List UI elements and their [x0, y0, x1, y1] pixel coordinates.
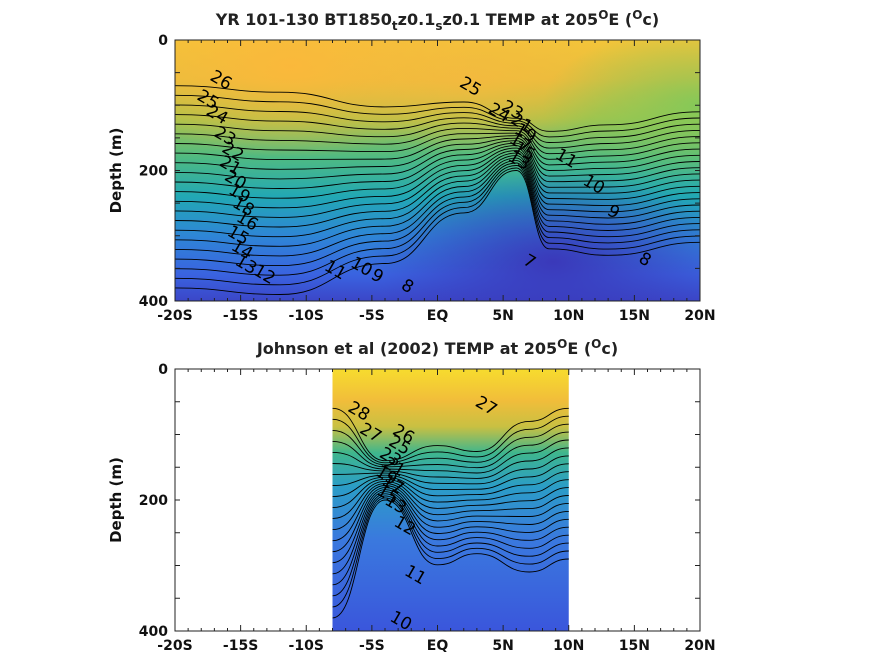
contour-lines [174, 85, 701, 295]
title-part: c) [601, 339, 618, 358]
x-tick-label: 15N [619, 638, 650, 654]
contour-line [332, 495, 569, 597]
contour-line [174, 147, 701, 209]
y-tick-label: 400 [139, 294, 168, 310]
y-axis-label: Depth (m) [107, 128, 125, 214]
x-tick-label: -10S [289, 308, 324, 324]
x-tick-label: 5N [492, 308, 513, 324]
contour-line [332, 485, 569, 542]
title-superscript: O [598, 8, 608, 22]
contour-line [174, 85, 701, 132]
title-superscript: O [557, 337, 567, 351]
contour-line [332, 480, 569, 520]
contour-line [174, 122, 701, 155]
contour-line [332, 471, 569, 498]
y-axis: 0 200 400 Depth (m) [107, 33, 700, 310]
contour-line [174, 142, 701, 189]
contour-line [332, 499, 569, 619]
chart-title: YR 101-130 BT1850tz0.1sz0.1 TEMP at 205O… [215, 8, 659, 33]
x-tick-label: -15S [223, 638, 258, 654]
contour-line [174, 127, 701, 160]
y-tick-label: 0 [158, 362, 168, 378]
x-tick-label: -5S [359, 308, 385, 324]
x-tick-label: -15S [223, 308, 258, 324]
contour-line [174, 114, 701, 149]
title-superscript: O [632, 8, 642, 22]
y-tick-label: 0 [158, 33, 168, 49]
x-tick-label: -20S [157, 638, 192, 654]
contour-line [332, 455, 569, 485]
contour-line [174, 132, 701, 166]
contour-line [174, 155, 701, 238]
title-superscript: O [591, 337, 601, 351]
contour-line [174, 137, 701, 177]
contour-line [174, 94, 701, 138]
contour-line [332, 415, 569, 464]
contour-line [332, 489, 569, 564]
field-north-edge [175, 40, 700, 301]
contour-line [174, 152, 701, 228]
y-axis: 0 200 400 Depth (m) [107, 362, 700, 640]
contour-line [174, 165, 701, 276]
title-subscript: t [392, 19, 398, 33]
contour-line [174, 162, 701, 267]
y-axis-label: Depth (m) [107, 457, 125, 543]
contour-line [174, 135, 701, 171]
title-main: YR 101-130 BT1850 [215, 10, 392, 29]
x-tick-label: -10S [289, 638, 324, 654]
title-part: z0.1 [398, 10, 436, 29]
title-part: E ( [567, 339, 591, 358]
contour-line [332, 423, 569, 466]
contour-line [174, 157, 701, 247]
x-tick-label: 20N [684, 638, 715, 654]
title-main: Johnson et al (2002) TEMP at 205 [256, 339, 557, 358]
contour-line [332, 431, 569, 469]
x-tick-label: 10N [553, 308, 584, 324]
contour-line [174, 140, 701, 183]
contour-line [332, 463, 569, 491]
x-tick-label: 10N [553, 638, 584, 654]
x-tick-label: -5S [359, 638, 385, 654]
temperature-field [175, 40, 700, 301]
title-part: z0.1 TEMP at 205 [442, 10, 598, 29]
contour-line [332, 497, 569, 608]
contour-line [332, 407, 569, 462]
chart-title: Johnson et al (2002) TEMP at 205OE (Oc) [256, 337, 618, 358]
title-subscript: s [435, 19, 442, 33]
x-tick-label: 5N [492, 638, 513, 654]
contour-line [332, 493, 569, 586]
contour-line [332, 447, 569, 479]
contour-line [174, 167, 701, 286]
contour-line [174, 104, 701, 143]
x-axis: -20S -15S -10S -5S EQ 5N 10N 15N 20N [157, 40, 716, 324]
x-tick-label: EQ [427, 638, 449, 654]
contour-line [332, 439, 569, 474]
contour-line [332, 478, 569, 509]
title-part: E ( [608, 10, 632, 29]
contour-lines [332, 407, 569, 619]
title-part: c) [642, 10, 659, 29]
contour-line [174, 150, 701, 218]
contour-line [174, 160, 701, 257]
contour-line [174, 145, 701, 199]
x-axis: -20S -15S -10S -5S EQ 5N 10N 15N 20N [157, 369, 716, 654]
contour-line [174, 170, 701, 295]
y-tick-label: 200 [139, 493, 168, 509]
y-tick-label: 400 [139, 624, 168, 640]
x-tick-label: EQ [427, 308, 449, 324]
contour-line [332, 491, 569, 575]
x-tick-label: 20N [684, 308, 715, 324]
x-tick-label: -20S [157, 308, 192, 324]
x-tick-label: 15N [619, 308, 650, 324]
contour-line [332, 483, 569, 531]
y-tick-label: 200 [139, 164, 168, 180]
contour-line [332, 487, 569, 553]
